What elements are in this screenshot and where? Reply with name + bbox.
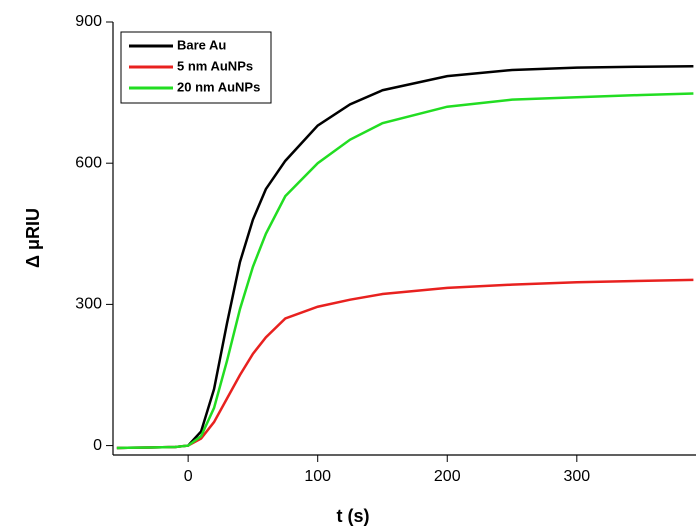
legend-label: Bare Au (177, 37, 226, 52)
x-axis-label: t (s) (337, 506, 370, 526)
series-line (116, 64, 694, 450)
y-tick-label: 300 (75, 296, 102, 313)
x-tick-label: 300 (563, 468, 590, 485)
legend-label: 20 nm AuNPs (177, 79, 260, 94)
y-axis-label: Δ μRIU (23, 208, 43, 268)
y-tick-label: 600 (75, 154, 102, 171)
x-tick-label: 0 (184, 468, 193, 485)
y-tick-label: 0 (93, 437, 102, 454)
x-tick-label: 100 (304, 468, 331, 485)
y-tick-label: 900 (75, 13, 102, 30)
x-tick-label: 200 (434, 468, 461, 485)
series-line (116, 92, 694, 450)
legend-label: 5 nm AuNPs (177, 58, 253, 73)
